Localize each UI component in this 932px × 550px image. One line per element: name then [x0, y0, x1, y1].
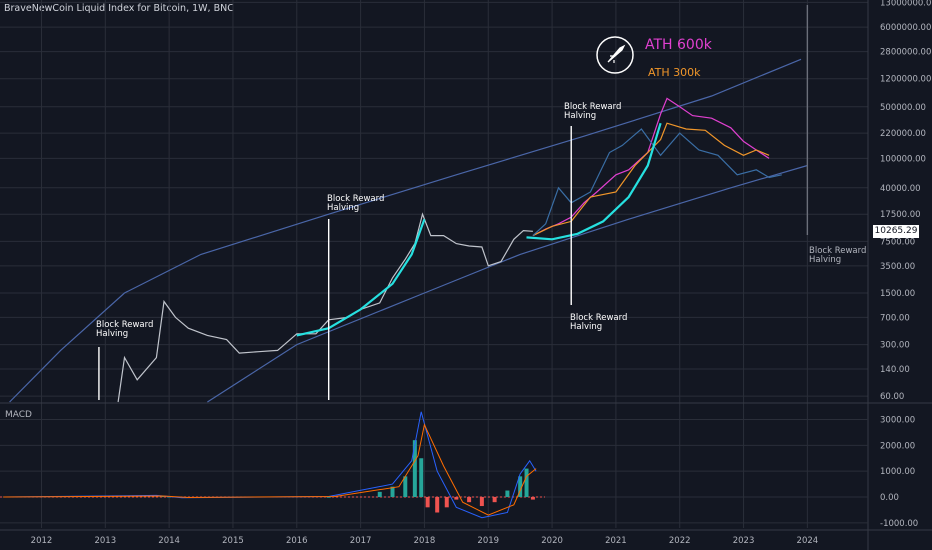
macd-label: MACD: [5, 410, 32, 420]
macd-line: [3, 411, 537, 519]
rocket-icon: [596, 36, 634, 74]
y-tick-label: 1500.00: [880, 289, 915, 299]
halving-label: Block Reward: [570, 313, 627, 323]
macd-histogram-bar: [377, 491, 382, 497]
y-tick-label: 500000.00: [880, 103, 926, 113]
x-tick-label: 2022: [669, 536, 691, 546]
current-price-tag: 10265.29: [873, 225, 919, 238]
macd-y-tick-label: 1000.00: [880, 467, 915, 477]
legend-ath-300k: ATH 300k: [648, 66, 701, 79]
x-tick-label: 2024: [797, 536, 819, 546]
macd-y-tick-label: 0.00: [880, 493, 899, 503]
halving-label: Halving: [96, 329, 128, 339]
macd-histogram-bar: [479, 497, 484, 507]
macd-histogram-bar: [419, 458, 424, 497]
y-tick-label: 40000.00: [880, 184, 921, 194]
x-tick-label: 2019: [477, 536, 499, 546]
macd-y-tick-label: 2000.00: [880, 441, 915, 451]
channel-lower-line: [207, 164, 808, 403]
x-tick-label: 2023: [733, 536, 755, 546]
macd-histogram-bar: [326, 496, 331, 498]
halving-label: Halving: [809, 255, 841, 265]
legend-ath-600k: ATH 600k: [645, 37, 713, 53]
macd-histogram-bar: [454, 497, 459, 500]
fit-curve-2017: [296, 218, 426, 337]
y-tick-label: 220000.00: [880, 129, 926, 139]
macd-histogram-bar: [412, 440, 417, 497]
y-tick-label: 13000000.00: [880, 0, 932, 8]
rocket-icon: [607, 44, 626, 63]
projection-600k-line: [532, 97, 770, 237]
x-tick-label: 2017: [350, 536, 372, 546]
y-tick-label: 700.00: [880, 313, 910, 323]
x-tick-label: 2012: [31, 536, 53, 546]
macd-histogram-bar: [505, 490, 510, 497]
channel-upper-line: [9, 58, 802, 403]
signal-line: [3, 423, 537, 516]
halving-label: Block Reward: [96, 320, 153, 330]
y-tick-label: 140.00: [880, 365, 910, 375]
macd-histogram-bar: [390, 486, 395, 497]
x-tick-label: 2021: [605, 536, 627, 546]
macd-y-tick-label: -1000.00: [880, 519, 918, 529]
halving-label: Halving: [327, 203, 359, 213]
y-tick-label: 7500.00: [880, 237, 915, 247]
halving-label: Block Reward: [327, 194, 384, 204]
fit-curve-2021: [526, 122, 662, 241]
macd-histogram-bar: [492, 497, 497, 503]
macd-histogram-bar: [530, 497, 535, 500]
y-tick-label: 1200000.00: [880, 75, 931, 85]
halving-label: Halving: [564, 111, 596, 121]
y-tick-label: 100000.00: [880, 154, 926, 164]
x-tick-label: 2014: [158, 536, 180, 546]
macd-histogram-bar: [444, 497, 449, 508]
macd-histogram-bar: [435, 497, 440, 513]
halving-label: Halving: [570, 322, 602, 332]
y-tick-label: 6000000.00: [880, 23, 931, 33]
y-tick-label: 2800000.00: [880, 48, 931, 58]
y-tick-label: 17500.00: [880, 210, 921, 220]
macd-histogram-bar: [403, 476, 408, 497]
chart-title: BraveNewCoin Liquid Index for Bitcoin, 1…: [4, 3, 234, 14]
x-tick-label: 2018: [414, 536, 436, 546]
macd-y-tick-label: 3000.00: [880, 416, 915, 426]
macd-histogram-bar: [524, 468, 529, 497]
y-tick-label: 300.00: [880, 341, 910, 351]
halving-label: Block Reward: [564, 102, 621, 112]
macd-histogram-bar: [518, 476, 523, 497]
halving-label: Block Reward: [809, 246, 866, 256]
macd-histogram-bar: [467, 497, 472, 503]
macd-histogram-bar: [425, 497, 430, 508]
projection-blue-line: [532, 128, 782, 237]
projection-300k-line: [532, 122, 770, 237]
x-tick-label: 2013: [94, 536, 116, 546]
x-tick-label: 2015: [222, 536, 244, 546]
x-tick-label: 2020: [541, 536, 563, 546]
x-tick-label: 2016: [286, 536, 308, 546]
y-tick-label: 3500.00: [880, 262, 915, 272]
y-tick-label: 60.00: [880, 392, 904, 402]
price-line: [117, 212, 533, 403]
